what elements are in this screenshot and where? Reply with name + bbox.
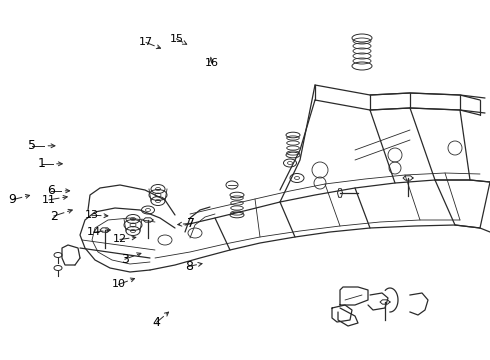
Text: 12: 12 — [113, 234, 127, 244]
Text: 17: 17 — [139, 37, 153, 48]
Text: 15: 15 — [170, 34, 183, 44]
Text: 11: 11 — [42, 195, 56, 205]
Text: 13: 13 — [85, 210, 99, 220]
Text: 5: 5 — [28, 139, 36, 152]
Text: 14: 14 — [87, 227, 101, 237]
Text: 7: 7 — [187, 217, 195, 230]
Text: 2: 2 — [50, 210, 58, 222]
Text: 4: 4 — [153, 316, 161, 329]
Text: 6: 6 — [48, 184, 55, 197]
Text: 10: 10 — [112, 279, 125, 289]
Text: 3: 3 — [121, 253, 129, 266]
Text: 8: 8 — [185, 260, 193, 273]
Text: 9: 9 — [8, 193, 16, 206]
Text: 16: 16 — [205, 58, 219, 68]
Text: 1: 1 — [38, 157, 46, 170]
